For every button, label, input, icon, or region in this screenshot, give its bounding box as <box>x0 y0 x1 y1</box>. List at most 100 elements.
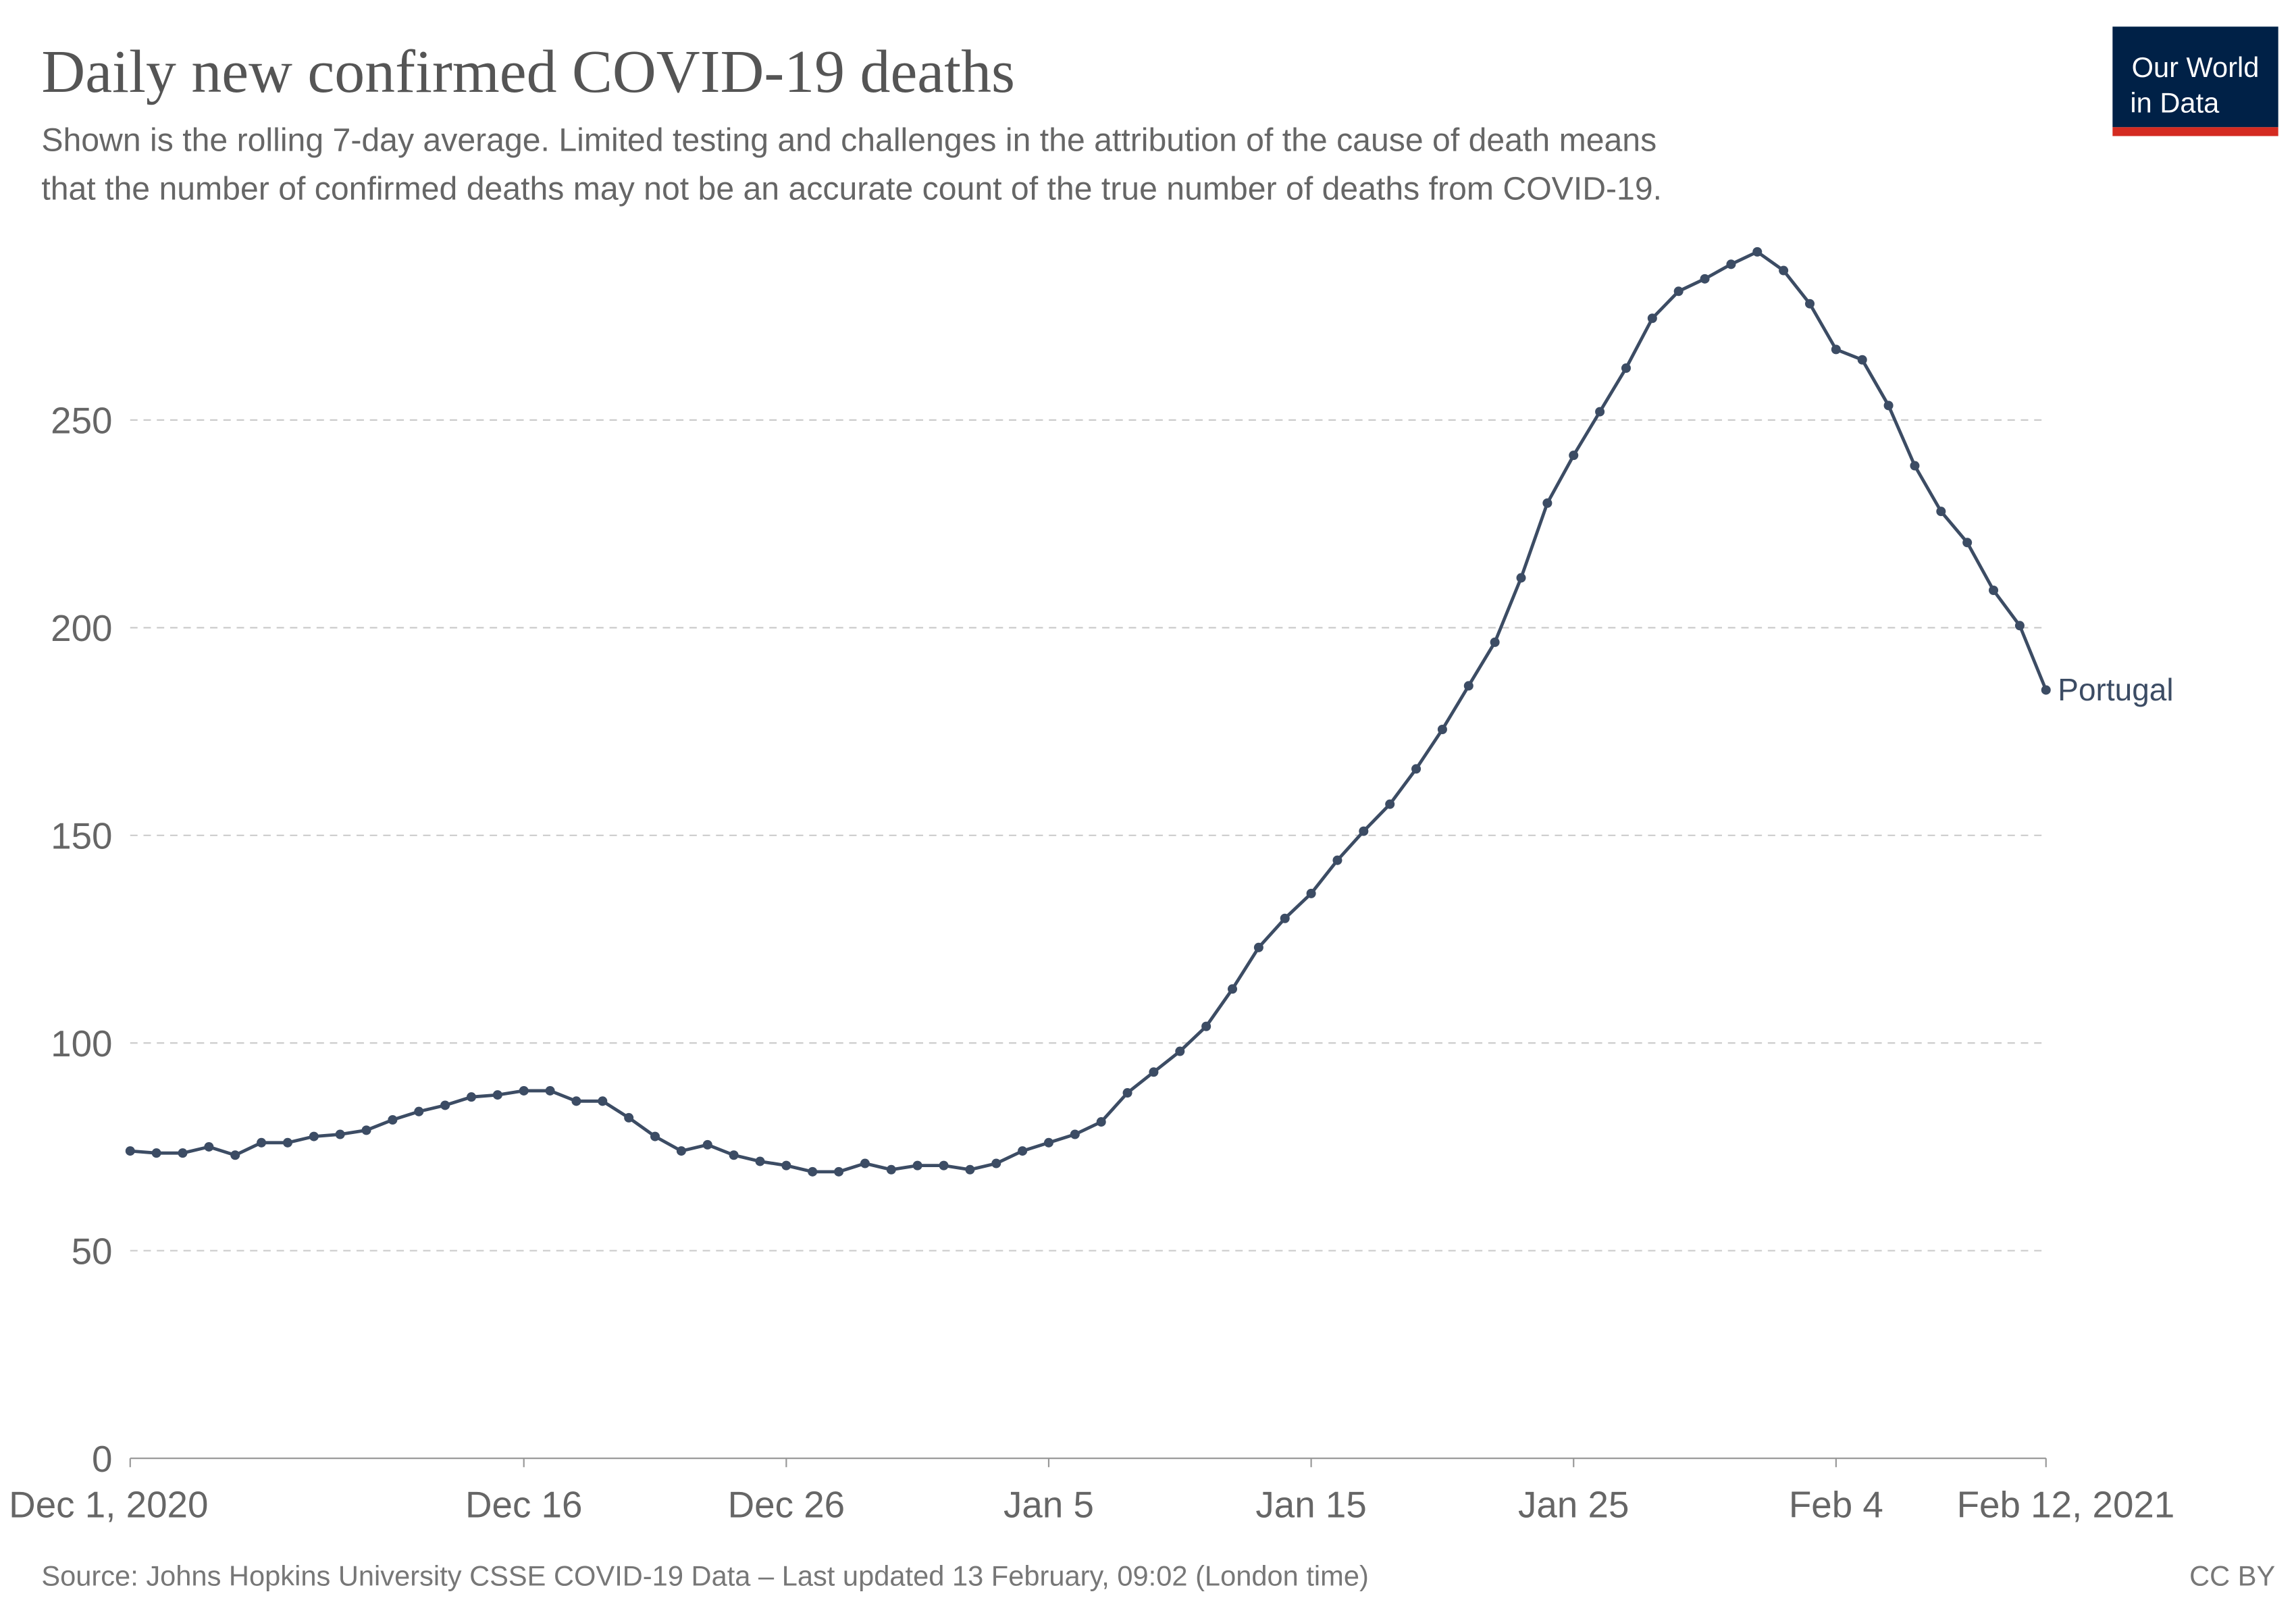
point <box>2041 685 2051 695</box>
point <box>1779 265 1789 276</box>
point <box>912 1160 922 1170</box>
logo-bar <box>2112 127 2278 136</box>
point <box>1883 401 1894 411</box>
point <box>257 1137 267 1148</box>
point <box>755 1156 765 1166</box>
point <box>808 1166 818 1177</box>
point <box>1936 507 1946 517</box>
point <box>361 1125 371 1135</box>
point <box>1804 299 1815 309</box>
y-tick-label: 150 <box>51 815 112 857</box>
point <box>1411 764 1421 774</box>
logo[interactable]: Our World in Data <box>2112 26 2278 136</box>
point <box>1962 538 1973 548</box>
point <box>1437 724 1447 734</box>
point <box>2014 621 2025 631</box>
x-tick-label: Jan 5 <box>1003 1484 1094 1526</box>
line <box>130 250 2047 1174</box>
point <box>886 1164 896 1175</box>
point <box>335 1129 345 1139</box>
x-tick-label: Dec 1, 2020 <box>9 1484 208 1526</box>
point <box>1122 1088 1132 1098</box>
point <box>1253 942 1263 952</box>
point <box>414 1106 424 1116</box>
point <box>860 1158 870 1168</box>
point <box>991 1158 1001 1168</box>
y-tick-label: 0 <box>92 1438 112 1480</box>
point <box>781 1160 791 1170</box>
point <box>1910 461 1920 471</box>
subtitle: that the number of confirmed deaths may … <box>41 171 1662 207</box>
point <box>598 1096 608 1106</box>
point <box>1332 855 1342 865</box>
series-label: Portugal <box>2058 672 2173 707</box>
source: Source: Johns Hopkins University CSSE CO… <box>41 1560 1369 1591</box>
point <box>1569 451 1579 461</box>
point <box>1463 681 1473 691</box>
point <box>1096 1117 1106 1127</box>
point <box>466 1092 477 1102</box>
point <box>1490 637 1500 647</box>
y-tick-label: 100 <box>51 1023 112 1064</box>
point <box>1306 888 1316 898</box>
point <box>571 1096 581 1106</box>
point <box>309 1131 319 1141</box>
point <box>1752 247 1763 257</box>
point <box>519 1085 529 1096</box>
point <box>1542 498 1553 508</box>
logo-box <box>2112 26 2278 128</box>
subtitle: Shown is the rolling 7-day average. Limi… <box>41 122 1656 158</box>
point <box>1070 1129 1080 1139</box>
point <box>492 1090 502 1100</box>
x-tick-label: Dec 16 <box>465 1484 583 1526</box>
y-tick-label: 50 <box>72 1230 113 1272</box>
point <box>1385 799 1395 809</box>
logo-text: in Data <box>2130 86 2220 118</box>
point <box>204 1141 214 1152</box>
point <box>1280 913 1290 923</box>
point <box>1621 363 1631 374</box>
point <box>965 1164 975 1175</box>
point <box>1228 984 1238 994</box>
point <box>1726 259 1736 269</box>
point <box>650 1131 660 1141</box>
point <box>388 1114 398 1125</box>
point <box>1700 274 1710 284</box>
point <box>125 1146 135 1156</box>
license[interactable]: CC BY <box>2189 1560 2275 1591</box>
point <box>440 1100 450 1110</box>
x-tick-label: Jan 25 <box>1518 1484 1629 1526</box>
point <box>729 1150 739 1160</box>
point <box>834 1166 844 1177</box>
point <box>624 1112 634 1123</box>
point <box>676 1146 686 1156</box>
logo-text: Our World <box>2132 51 2260 83</box>
point <box>1831 344 1841 355</box>
point <box>939 1160 949 1170</box>
point <box>1043 1137 1053 1148</box>
x-tick-label: Feb 4 <box>1789 1484 1883 1526</box>
point <box>1595 407 1605 417</box>
x-tick-label: Jan 15 <box>1255 1484 1366 1526</box>
point <box>1857 355 1867 365</box>
chart-title: Daily new confirmed COVID-19 deaths <box>41 38 1015 105</box>
point <box>282 1137 292 1148</box>
point <box>230 1150 240 1160</box>
point <box>1673 286 1684 297</box>
point <box>1647 313 1657 324</box>
point <box>178 1148 188 1158</box>
x-tick-label: Feb 12, 2021 <box>1957 1484 2175 1526</box>
y-tick-label: 200 <box>51 607 112 649</box>
point <box>1359 826 1369 836</box>
x-tick-label: Dec 26 <box>728 1484 845 1526</box>
point <box>1149 1067 1159 1077</box>
point <box>1516 573 1526 583</box>
point <box>1989 585 1999 596</box>
point <box>1175 1046 1185 1056</box>
point <box>545 1085 555 1096</box>
point <box>1018 1146 1028 1156</box>
y-tick-label: 250 <box>51 400 112 442</box>
point <box>1201 1021 1211 1031</box>
